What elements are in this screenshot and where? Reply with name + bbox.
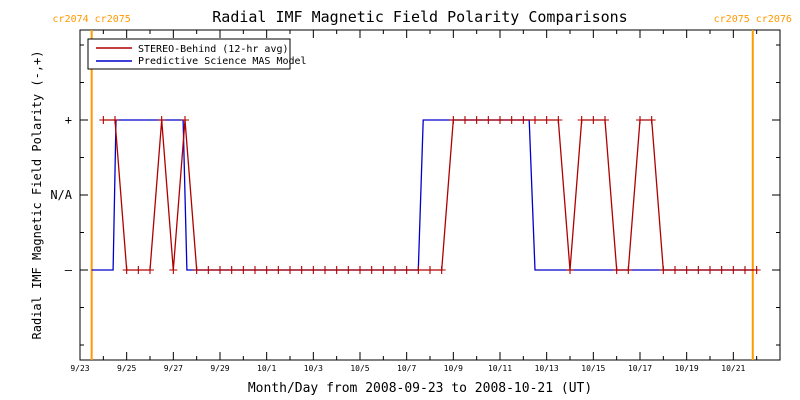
data-point-plus-marker bbox=[542, 116, 551, 124]
data-point-plus-marker bbox=[741, 266, 749, 274]
legend: STEREO-Behind (12-hr avg) Predictive Sci… bbox=[87, 38, 307, 70]
data-point-plus-marker bbox=[274, 266, 283, 274]
data-point-plus-marker bbox=[146, 266, 154, 274]
data-point-plus-marker bbox=[391, 266, 399, 274]
x-tick-label: 10/17 bbox=[628, 364, 652, 373]
data-point-plus-marker bbox=[729, 266, 738, 274]
data-point-plus-marker bbox=[204, 266, 213, 274]
legend-label-mas: Predictive Science MAS Model bbox=[138, 56, 307, 67]
data-point-plus-marker bbox=[577, 116, 586, 124]
carrington-label-before: cr2074 bbox=[53, 14, 89, 25]
data-point-plus-marker bbox=[262, 266, 271, 274]
x-tick-label: 9/25 bbox=[117, 364, 136, 373]
x-tick-label: 10/13 bbox=[535, 364, 559, 373]
data-point-plus-marker bbox=[181, 116, 189, 124]
data-point-plus-marker bbox=[694, 266, 703, 274]
data-point-plus-marker bbox=[239, 266, 248, 274]
carrington-label-after: cr2076 bbox=[756, 14, 792, 25]
x-tick-label: 10/3 bbox=[304, 364, 323, 373]
data-point-plus-marker bbox=[309, 266, 318, 274]
x-axis: 9/23 9/25 9/27 9/29 10/1 10/3 10/5 10/7 10/9 10/1… bbox=[70, 30, 758, 373]
data-point-plus-marker bbox=[111, 116, 119, 124]
carrington-label-before: cr2075 bbox=[714, 14, 750, 25]
data-point-plus-marker bbox=[356, 266, 364, 274]
data-point-plus-marker bbox=[706, 266, 714, 274]
data-point-plus-marker bbox=[157, 116, 166, 124]
data-point-plus-marker bbox=[659, 266, 668, 274]
data-point-plus-marker bbox=[321, 266, 329, 274]
data-point-plus-marker bbox=[297, 266, 306, 274]
data-point-plus-marker bbox=[379, 266, 388, 274]
data-point-plus-marker bbox=[484, 116, 493, 124]
data-point-plus-marker bbox=[554, 116, 563, 124]
legend-label-stereo: STEREO-Behind (12-hr avg) bbox=[138, 44, 289, 55]
x-tick-label: 10/21 bbox=[721, 364, 745, 373]
x-tick-label: 10/19 bbox=[675, 364, 699, 373]
data-point-plus-marker bbox=[449, 116, 458, 124]
data-point-plus-marker bbox=[507, 116, 516, 124]
x-tick-label: 10/9 bbox=[444, 364, 463, 373]
carrington-markers: cr2074 cr2075 cr2075 cr2076 bbox=[53, 14, 792, 360]
data-point-plus-marker bbox=[414, 266, 423, 274]
data-point-plus-marker bbox=[344, 266, 353, 274]
data-point-plus-marker bbox=[251, 266, 259, 274]
y-tick-label: N/A bbox=[50, 188, 72, 202]
data-point-plus-marker bbox=[519, 116, 528, 124]
x-tick-label: 10/15 bbox=[581, 364, 605, 373]
data-point-plus-marker bbox=[402, 266, 411, 274]
x-tick-label: 9/29 bbox=[210, 364, 229, 373]
data-point-plus-marker bbox=[192, 266, 201, 274]
data-point-plus-marker bbox=[169, 266, 178, 274]
data-point-plus-marker bbox=[437, 266, 446, 274]
data-point-plus-marker bbox=[472, 116, 481, 124]
data-point-plus-marker bbox=[647, 116, 656, 124]
y-tick-label: + bbox=[65, 113, 72, 127]
legend-box bbox=[87, 38, 291, 70]
data-point-plus-marker bbox=[367, 266, 376, 274]
data-point-plus-marker bbox=[612, 266, 621, 274]
x-tick-label: 10/1 bbox=[257, 364, 276, 373]
data-point-plus-marker bbox=[332, 266, 341, 274]
y-tick-label: – bbox=[65, 263, 73, 277]
data-point-plus-marker bbox=[671, 266, 679, 274]
data-point-plus-marker bbox=[717, 266, 726, 274]
data-point-plus-marker bbox=[601, 116, 609, 124]
data-point-plus-marker bbox=[227, 266, 236, 274]
data-point-plus-marker bbox=[461, 116, 469, 124]
data-point-plus-marker bbox=[752, 266, 761, 274]
chart-title: Radial IMF Magnetic Field Polarity Compa… bbox=[212, 8, 627, 26]
data-point-plus-marker bbox=[134, 266, 143, 274]
data-point-plus-marker bbox=[624, 266, 633, 274]
y-axis: + N/A – bbox=[50, 44, 780, 346]
data-point-plus-marker bbox=[426, 266, 434, 274]
data-point-plus-marker bbox=[99, 116, 108, 124]
data-point-plus-marker bbox=[682, 266, 691, 274]
data-point-plus-marker bbox=[589, 116, 598, 124]
carrington-label-after: cr2075 bbox=[95, 14, 131, 25]
data-point-plus-marker bbox=[216, 266, 224, 274]
x-tick-label: 10/5 bbox=[350, 364, 369, 373]
data-point-plus-marker bbox=[566, 266, 574, 274]
data-point-plus-marker bbox=[286, 266, 294, 274]
data-point-plus-marker bbox=[122, 266, 131, 274]
y-axis-label: Radial IMF Magnetic Field Polarity (-,+) bbox=[30, 51, 44, 340]
data-point-plus-marker bbox=[531, 116, 539, 124]
data-point-plus-marker bbox=[496, 116, 504, 124]
x-tick-label: 9/23 bbox=[70, 364, 89, 373]
series-points bbox=[99, 116, 761, 274]
x-axis-label: Month/Day from 2008-09-23 to 2008-10-21 … bbox=[248, 381, 592, 396]
x-tick-label: 9/27 bbox=[164, 364, 183, 373]
x-tick-label: 10/11 bbox=[488, 364, 512, 373]
data-point-plus-marker bbox=[636, 116, 644, 124]
x-tick-label: 10/7 bbox=[397, 364, 416, 373]
